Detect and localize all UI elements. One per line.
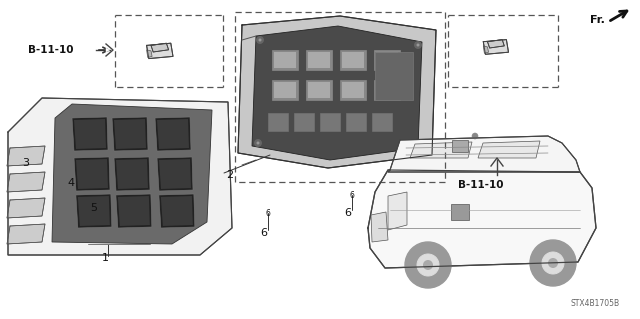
Text: 6: 6 [344, 208, 351, 218]
Bar [342, 52, 364, 68]
Text: 3: 3 [22, 158, 29, 168]
Bar [451, 204, 469, 220]
Circle shape [257, 142, 259, 145]
Bar [306, 80, 332, 100]
Polygon shape [371, 212, 388, 242]
Polygon shape [147, 50, 152, 57]
Polygon shape [159, 194, 195, 228]
Bar [452, 140, 468, 152]
Circle shape [417, 43, 419, 47]
Bar [294, 113, 314, 131]
Polygon shape [161, 196, 193, 226]
Polygon shape [478, 141, 540, 158]
Text: 4: 4 [67, 178, 74, 188]
Polygon shape [74, 157, 110, 191]
Polygon shape [483, 40, 509, 54]
Bar [372, 113, 392, 131]
Circle shape [262, 207, 273, 219]
Polygon shape [114, 157, 150, 191]
Polygon shape [368, 170, 596, 268]
Bar [374, 50, 400, 70]
Polygon shape [118, 196, 150, 226]
Bar [274, 52, 296, 68]
Circle shape [530, 240, 576, 286]
Polygon shape [147, 43, 173, 59]
Circle shape [417, 254, 439, 276]
Bar [268, 113, 288, 131]
Bar [308, 52, 330, 68]
Polygon shape [116, 159, 148, 189]
Polygon shape [157, 119, 189, 149]
Polygon shape [252, 26, 422, 160]
Polygon shape [8, 98, 232, 255]
Text: 6: 6 [349, 190, 355, 199]
Circle shape [423, 260, 433, 270]
Polygon shape [388, 136, 580, 172]
Polygon shape [238, 16, 436, 168]
Polygon shape [112, 117, 148, 151]
Bar [376, 82, 398, 98]
Text: STX4B1705B: STX4B1705B [571, 299, 620, 308]
Bar [342, 82, 364, 98]
Bar [340, 50, 366, 70]
Polygon shape [388, 192, 407, 230]
Polygon shape [159, 159, 191, 189]
Text: B-11-10: B-11-10 [28, 45, 74, 55]
Polygon shape [78, 196, 110, 226]
Bar [374, 80, 400, 100]
Polygon shape [157, 157, 193, 191]
Bar [376, 52, 398, 68]
Bar [274, 82, 296, 98]
Circle shape [472, 133, 478, 139]
Bar [272, 80, 298, 100]
Bar [320, 113, 340, 131]
Text: 5: 5 [90, 203, 97, 213]
Circle shape [255, 139, 262, 146]
Circle shape [548, 258, 558, 268]
Polygon shape [72, 117, 108, 151]
Bar [308, 82, 330, 98]
Circle shape [346, 189, 358, 201]
Text: Fr.: Fr. [590, 15, 605, 25]
Polygon shape [114, 119, 146, 149]
Text: 1: 1 [102, 253, 109, 263]
Polygon shape [488, 40, 504, 48]
Text: 6: 6 [260, 228, 267, 238]
Polygon shape [483, 46, 488, 53]
Bar [346, 113, 366, 131]
Polygon shape [7, 198, 45, 218]
Polygon shape [76, 194, 112, 228]
Polygon shape [52, 104, 212, 244]
Bar [306, 50, 332, 70]
Circle shape [415, 41, 422, 48]
Circle shape [413, 144, 417, 146]
Polygon shape [410, 142, 472, 158]
Bar [272, 50, 298, 70]
Text: B-11-10: B-11-10 [458, 180, 504, 190]
Polygon shape [7, 146, 45, 166]
Bar [375, 52, 413, 100]
Polygon shape [151, 43, 168, 52]
Polygon shape [74, 119, 106, 149]
Polygon shape [76, 159, 108, 189]
Polygon shape [155, 117, 191, 151]
Circle shape [542, 252, 564, 274]
Circle shape [405, 242, 451, 288]
Text: 6: 6 [266, 209, 271, 218]
Text: 2: 2 [226, 170, 233, 180]
Circle shape [412, 142, 419, 149]
Polygon shape [7, 172, 45, 192]
Polygon shape [7, 224, 45, 244]
Polygon shape [116, 194, 152, 228]
Circle shape [259, 39, 262, 41]
Bar [340, 80, 366, 100]
Circle shape [257, 36, 264, 43]
